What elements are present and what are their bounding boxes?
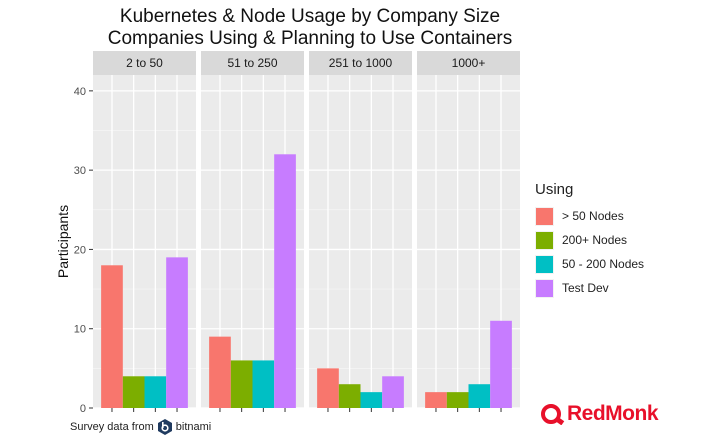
y-tick-label: 20	[74, 244, 86, 256]
legend-item: Test Dev	[535, 276, 644, 300]
redmonk-logo-text: RedMonk	[567, 402, 659, 425]
redmonk-logo: RedMonk	[541, 402, 659, 426]
source-text: Survey data from	[70, 421, 154, 433]
legend-label: 200+ Nodes	[562, 233, 628, 247]
legend-item: > 50 Nodes	[535, 204, 644, 228]
bar-2-to-50-0	[101, 265, 123, 408]
y-tick-label: 0	[80, 403, 86, 415]
legend-swatch	[535, 230, 554, 250]
y-tick-label: 10	[74, 324, 86, 336]
bar-51-to-250-0	[209, 336, 231, 408]
facet-label: 1000+	[452, 56, 486, 70]
facet-strip	[417, 51, 520, 75]
bitnami-logo-icon	[157, 419, 172, 435]
facet-label: 251 to 1000	[329, 56, 393, 70]
panel-background	[309, 75, 412, 408]
legend-swatch	[535, 206, 554, 226]
bar-51-to-250-3	[274, 154, 296, 408]
y-tick-label: 40	[74, 86, 86, 98]
bar-251-to-1000-2	[360, 392, 383, 408]
legend-label: 50 - 200 Nodes	[562, 257, 645, 271]
legend-title: Using	[535, 181, 574, 198]
y-axis-label: Participants	[55, 205, 71, 278]
legend-label: Test Dev	[562, 281, 609, 295]
bar-251-to-1000-3	[382, 376, 404, 408]
source-note: Survey data from bitnami	[70, 419, 211, 435]
bar-1000+-2	[468, 384, 491, 408]
bar-251-to-1000-0	[317, 368, 339, 408]
legend-swatch	[535, 254, 554, 274]
legend-item: 50 - 200 Nodes	[535, 252, 644, 276]
bar-2-to-50-2	[144, 376, 167, 408]
source-brand: bitnami	[175, 421, 212, 433]
redmonk-mark-icon	[541, 404, 565, 425]
bar-51-to-250-2	[252, 360, 275, 408]
legend-swatch	[535, 278, 554, 298]
bar-51-to-250-1	[230, 360, 253, 408]
bar-1000+-0	[425, 392, 447, 408]
bar-1000+-3	[490, 320, 512, 408]
bar-2-to-50-3	[166, 257, 188, 408]
chart-subtitle: Companies Using & Planning to Use Contai…	[107, 28, 513, 49]
legend-label: > 50 Nodes	[562, 209, 624, 223]
facet-strip	[93, 51, 196, 75]
bar-2-to-50-1	[122, 376, 145, 408]
facet-strip	[201, 51, 304, 75]
bar-1000+-1	[446, 392, 469, 408]
facet-label: 51 to 250	[227, 56, 277, 70]
bar-251-to-1000-1	[338, 384, 361, 408]
legend-item: 200+ Nodes	[535, 228, 644, 252]
chart-title: Kubernetes & Node Usage by Company Size	[119, 6, 501, 27]
y-tick-label: 30	[74, 165, 86, 177]
facet-label: 2 to 50	[126, 56, 163, 70]
legend: Using > 50 Nodes 200+ Nodes 50 - 200 Nodes…	[535, 181, 644, 300]
facet-strip	[309, 51, 412, 75]
